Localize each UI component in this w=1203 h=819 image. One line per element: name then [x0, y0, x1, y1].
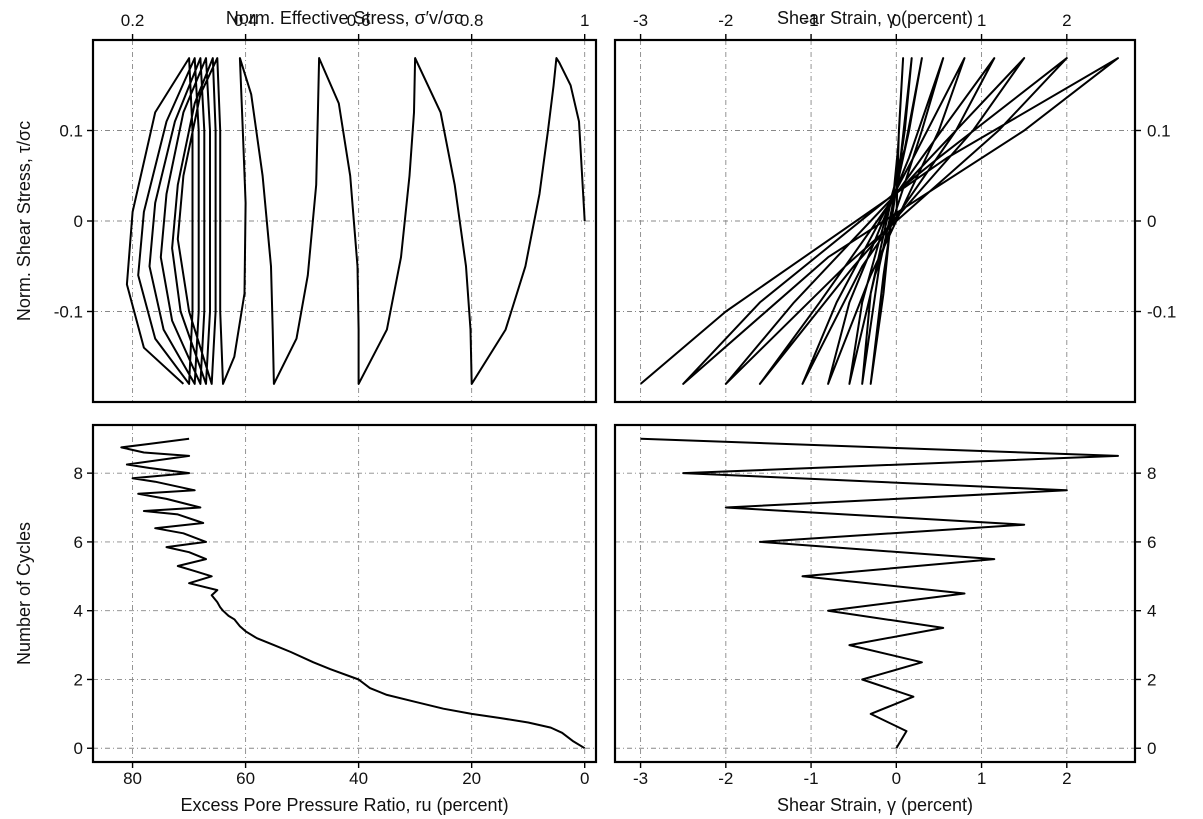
x-tick-label: 2	[1062, 11, 1071, 30]
x-tick-label: 20	[462, 769, 481, 788]
y-tick-label: 8	[1147, 464, 1156, 483]
panel-top-left: 0.2 0.4 0.6 0.8 1 0.1 0 -0.1 Norm. Effective Str…	[14, 8, 598, 404]
x-axis-label: Shear Strain, γ (percent)	[777, 8, 973, 28]
y-tick-label: -0.1	[54, 303, 83, 322]
series-line	[639, 57, 1119, 385]
x-axis-label: Excess Pore Pressure Ratio, ru (percent)	[180, 795, 508, 815]
x-axis-label: Norm. Effective Stress, σ′v/σc	[226, 8, 463, 28]
x-tick-label: 1	[977, 11, 986, 30]
x-tick-label: 60	[236, 769, 255, 788]
x-tick-label: -3	[633, 11, 648, 30]
plot-frame	[613, 423, 1137, 764]
panel-bottom-right: -3 -2 -1 0 1 2 0 2 4 6 8 Shear Strain, γ (percent)	[613, 423, 1156, 815]
x-tick-label: -3	[633, 769, 648, 788]
y-tick-label: 0.1	[1147, 122, 1171, 141]
y-tick-label: 2	[74, 670, 83, 689]
x-tick-label: 0	[892, 769, 901, 788]
x-tick-label: 1	[977, 769, 986, 788]
x-tick-label: 0.2	[121, 11, 145, 30]
y-tick-label: 0	[1147, 212, 1156, 231]
x-axis-label: Shear Strain, γ (percent)	[777, 795, 973, 815]
x-tick-label: 0.8	[460, 11, 484, 30]
x-tick-label: -2	[718, 11, 733, 30]
x-tick-label: -2	[718, 769, 733, 788]
plot-frame	[91, 423, 598, 764]
x-tick-label: 40	[349, 769, 368, 788]
x-tick-label: -1	[804, 11, 819, 30]
y-tick-label: 4	[74, 602, 83, 621]
y-tick-label: 4	[1147, 602, 1156, 621]
x-tick-label: -1	[804, 769, 819, 788]
x-tick-label: 0	[580, 769, 589, 788]
y-axis-label: Norm. Shear Stress, τ/σc	[14, 121, 34, 321]
panel-bottom-left: 80 60 40 20 0 0 2 4 6 8 Excess Pore Pressure Ratio…	[14, 423, 598, 815]
series-line	[640, 437, 1119, 749]
series-line	[125, 57, 586, 385]
series-line	[120, 437, 586, 750]
x-tick-label: 80	[123, 769, 142, 788]
y-tick-label: 0	[74, 739, 83, 758]
x-tick-label: 2	[1062, 769, 1071, 788]
y-tick-label: 2	[1147, 670, 1156, 689]
y-tick-label: -0.1	[1147, 303, 1176, 322]
y-axis-label: Number of Cycles	[14, 522, 34, 665]
y-tick-label: 0.1	[59, 122, 83, 141]
y-tick-label: 6	[74, 533, 83, 552]
x-tick-label: 0	[892, 11, 901, 30]
y-tick-label: 8	[74, 464, 83, 483]
x-tick-label: 1	[580, 11, 589, 30]
y-tick-label: 0	[1147, 739, 1156, 758]
panel-top-right: -3 -2 -1 0 1 2 0.1 0 -0.1 Shear Strain, γ (percen…	[613, 8, 1176, 404]
x-tick-label: 0.4	[234, 11, 258, 30]
x-tick-label: 0.6	[347, 11, 371, 30]
y-tick-label: 6	[1147, 533, 1156, 552]
y-tick-label: 0	[74, 212, 83, 231]
